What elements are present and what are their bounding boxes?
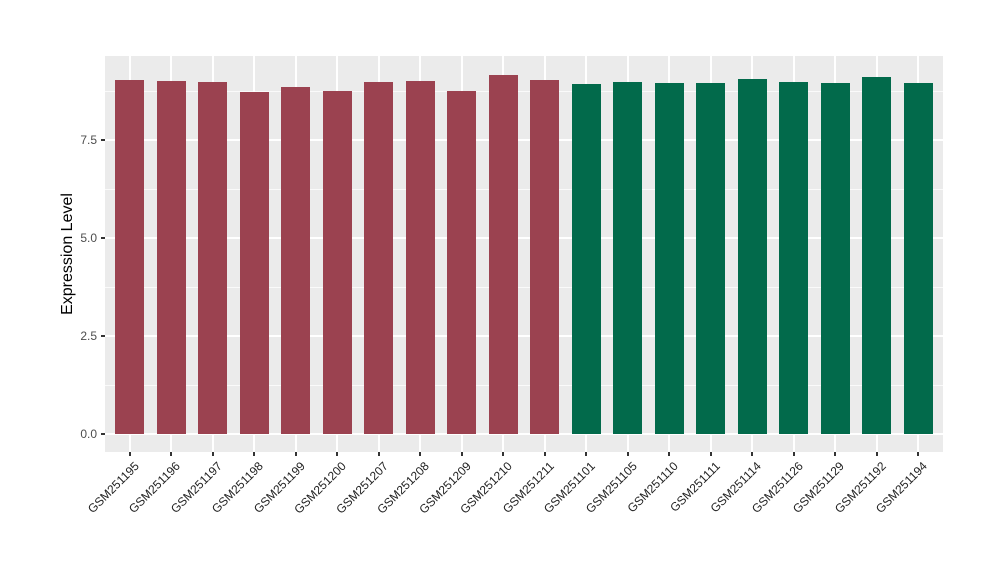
bar-GSM251200 — [322, 91, 352, 434]
x-tick-mark — [585, 452, 588, 456]
plot-panel — [105, 56, 943, 452]
x-tick-mark — [211, 452, 214, 456]
x-tick-mark — [502, 452, 505, 456]
y-axis-title: Expression Level — [59, 193, 76, 315]
y-tick-mark — [101, 237, 105, 239]
x-tick-mark — [294, 452, 297, 456]
gridline-minor — [105, 188, 943, 190]
bar-GSM251105 — [613, 81, 643, 434]
bar-GSM251101 — [571, 83, 601, 434]
bar-GSM251114 — [737, 78, 767, 434]
x-tick-mark — [626, 452, 629, 456]
bar-GSM251208 — [405, 81, 435, 434]
x-tick-mark — [253, 452, 256, 456]
gridline-major — [105, 335, 943, 337]
x-tick-mark — [668, 452, 671, 456]
bar-GSM251111 — [696, 83, 726, 434]
bar-GSM251129 — [820, 83, 850, 434]
bar-GSM251110 — [654, 83, 684, 434]
gridline-major — [105, 433, 943, 435]
bar-GSM251194 — [903, 83, 933, 434]
x-tick-mark — [377, 452, 380, 456]
gridline-minor — [105, 384, 943, 386]
bar-GSM251211 — [530, 80, 560, 434]
bar-GSM251197 — [198, 81, 228, 434]
bar-GSM251196 — [156, 81, 186, 434]
bar-GSM251210 — [488, 74, 518, 434]
bar-GSM251126 — [779, 81, 809, 434]
x-tick-mark — [170, 452, 173, 456]
bar-GSM251207 — [364, 81, 394, 434]
bar-GSM251199 — [281, 87, 311, 434]
bar-GSM251198 — [239, 92, 269, 434]
y-tick-label: 7.5 — [80, 133, 97, 147]
x-tick-mark — [917, 452, 920, 456]
x-tick-mark — [460, 452, 463, 456]
gridline-major — [105, 237, 943, 239]
gridline-minor — [105, 286, 943, 288]
y-tick-mark — [101, 139, 105, 141]
bar-GSM251209 — [447, 91, 477, 434]
x-tick-mark — [834, 452, 837, 456]
x-tick-mark — [875, 452, 878, 456]
x-tick-mark — [128, 452, 131, 456]
x-tick-mark — [751, 452, 754, 456]
x-tick-mark — [792, 452, 795, 456]
x-tick-mark — [543, 452, 546, 456]
bar-GSM251195 — [115, 80, 145, 434]
x-tick-mark — [336, 452, 339, 456]
y-tick-label: 5.0 — [80, 231, 97, 245]
x-tick-mark — [709, 452, 712, 456]
bar-GSM251192 — [862, 76, 892, 434]
y-tick-mark — [101, 335, 105, 337]
x-tick-mark — [419, 452, 422, 456]
gridline-major — [105, 139, 943, 141]
y-tick-label: 2.5 — [80, 329, 97, 343]
y-tick-label: 0.0 — [80, 427, 97, 441]
y-tick-mark — [101, 433, 105, 435]
gridline-minor — [105, 90, 943, 92]
